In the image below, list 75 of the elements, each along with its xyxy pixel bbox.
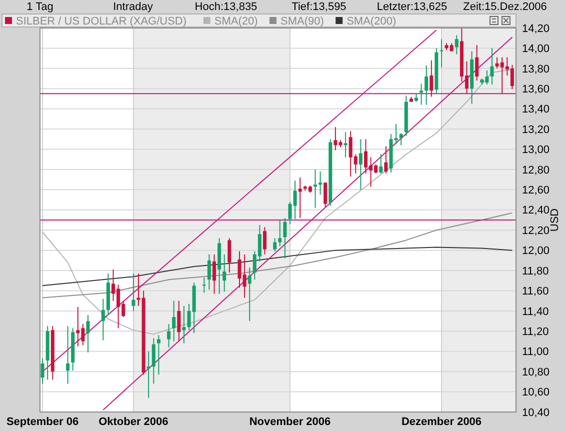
candlestick [101,298,105,341]
candlestick [420,83,424,106]
candlestick [454,34,458,55]
text: Letzter:13,625 [376,1,448,13]
candlestick [399,132,403,146]
x-tick-label: Dezember 2006 [401,416,482,428]
candlestick [424,64,428,106]
candlestick [202,277,206,294]
y-tick-label: 12,60 [522,184,550,197]
candlestick [262,226,267,255]
y-tick-label: 13,80 [522,63,550,76]
candlestick [167,324,171,348]
y-tick-label: 11,20 [522,326,549,338]
y-tick-label: 12,40 [522,204,550,217]
candlestick [278,220,282,247]
text: 1 Tag [26,1,54,13]
candlestick [182,305,186,344]
y-tick-label: 13,40 [522,104,550,116]
candlestick [318,170,322,196]
text: Zeit:15.Dez.2006 [463,1,547,13]
line-series [42,246,513,286]
candlestick [475,44,479,82]
candlestick [283,217,287,259]
x-tick-label: September 06 [6,416,79,428]
candlestick [212,254,216,294]
line-series [42,212,513,298]
y-tick-label: 13,60 [522,83,550,96]
legend-label: SILBER / US DOLLAR (XAG/USD) [16,16,187,28]
y-tick-label: 11,60 [522,286,549,298]
x-tick-label: Oktober 2006 [98,416,168,428]
y-tick-label: 12,00 [522,245,550,258]
candlestick [440,38,444,68]
candlestick [156,334,160,376]
candlestick [177,300,181,342]
candlestick [228,238,232,274]
candlestick [430,60,434,98]
y-tick-label: 10,40 [522,406,550,419]
candlestick [344,132,348,158]
candlestick [66,326,70,384]
legend-label: SMA(20) [214,16,258,28]
text: Hoch:13,835 [194,1,258,13]
candlestick [152,338,156,384]
y-tick-label: 11,80 [522,265,549,278]
y-tick-label: 11,40 [522,306,549,318]
y-tick-label: 14,00 [522,43,550,56]
candlestick [222,254,226,292]
candlestick [207,254,211,290]
candlestick [490,48,494,86]
y-tick-label: 11,00 [522,346,549,358]
text: Intraday [113,1,154,13]
candlestick [86,314,90,353]
y-tick-label: 13,20 [522,124,550,136]
y-axis-title: USD [549,208,561,232]
candlestick [379,154,383,174]
x-tick-label: November 2006 [249,416,331,428]
candlestick [172,300,176,342]
y-tick-label: 10,80 [522,366,550,378]
candlestick [273,238,277,252]
text: Tief:13,595 [292,1,346,13]
legend-label: SMA(90) [280,16,324,28]
candlestick [146,350,150,398]
candlestick [298,177,302,218]
candlestick [313,168,318,208]
candlestick [40,358,44,384]
candlestick [358,138,362,190]
y-tick-label: 10,60 [522,386,550,399]
y-tick-label: 12,80 [522,164,550,176]
candlestick [132,273,136,312]
y-tick-label: 12,20 [522,224,550,237]
candlestick [248,266,252,322]
y-tick-label: 13,00 [522,144,550,156]
candlestick [324,182,328,208]
legend-label: SMA(200) [346,16,396,28]
candlestick [384,146,388,174]
y-tick-label: 14,20 [522,22,550,35]
